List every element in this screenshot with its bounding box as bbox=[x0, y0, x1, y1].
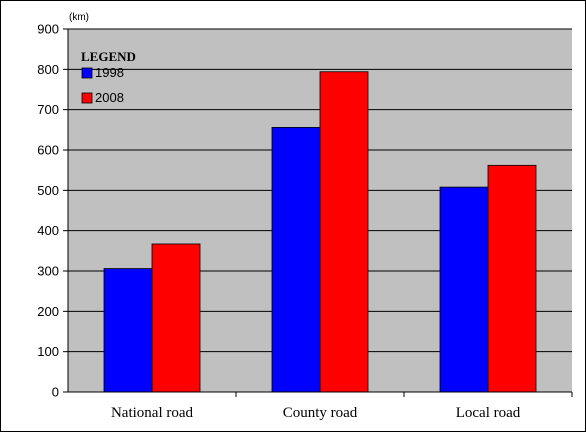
unit-label: (km) bbox=[69, 12, 89, 23]
bar-1998-county-road bbox=[271, 127, 321, 393]
bar-1998-local-road bbox=[439, 186, 489, 393]
y-tick-label: 700 bbox=[37, 102, 59, 117]
legend-swatch-1998 bbox=[81, 67, 93, 79]
legend: LEGEND 1998 2008 bbox=[81, 49, 136, 105]
x-category-label: National road bbox=[111, 405, 194, 421]
y-tick-label: 200 bbox=[37, 304, 59, 319]
legend-swatch-2008 bbox=[81, 92, 93, 104]
bar-2008-county-road bbox=[319, 71, 369, 393]
bar-1998-national-road bbox=[103, 268, 153, 393]
y-tick-label: 500 bbox=[37, 183, 59, 198]
x-category-label: Local road bbox=[456, 405, 521, 421]
legend-title: LEGEND bbox=[81, 49, 136, 64]
axes bbox=[63, 28, 573, 397]
tick-labels: 0 100 200 300 400 500 600 700 800 900 National roa… bbox=[37, 22, 520, 422]
x-category-label: County road bbox=[283, 405, 358, 421]
y-tick-label: 300 bbox=[37, 264, 59, 279]
y-tick-label: 0 bbox=[52, 385, 59, 400]
y-tick-label: 900 bbox=[37, 22, 59, 37]
bar-2008-local-road bbox=[487, 164, 537, 393]
y-tick-label: 100 bbox=[37, 344, 59, 359]
bar-2008-national-road bbox=[151, 243, 201, 393]
legend-label-1998: 1998 bbox=[95, 65, 124, 80]
legend-label-2008: 2008 bbox=[95, 90, 124, 105]
bars bbox=[103, 71, 537, 393]
y-tick-label: 600 bbox=[37, 143, 59, 158]
y-tick-label: 400 bbox=[37, 223, 59, 238]
y-tick-label: 800 bbox=[37, 62, 59, 77]
